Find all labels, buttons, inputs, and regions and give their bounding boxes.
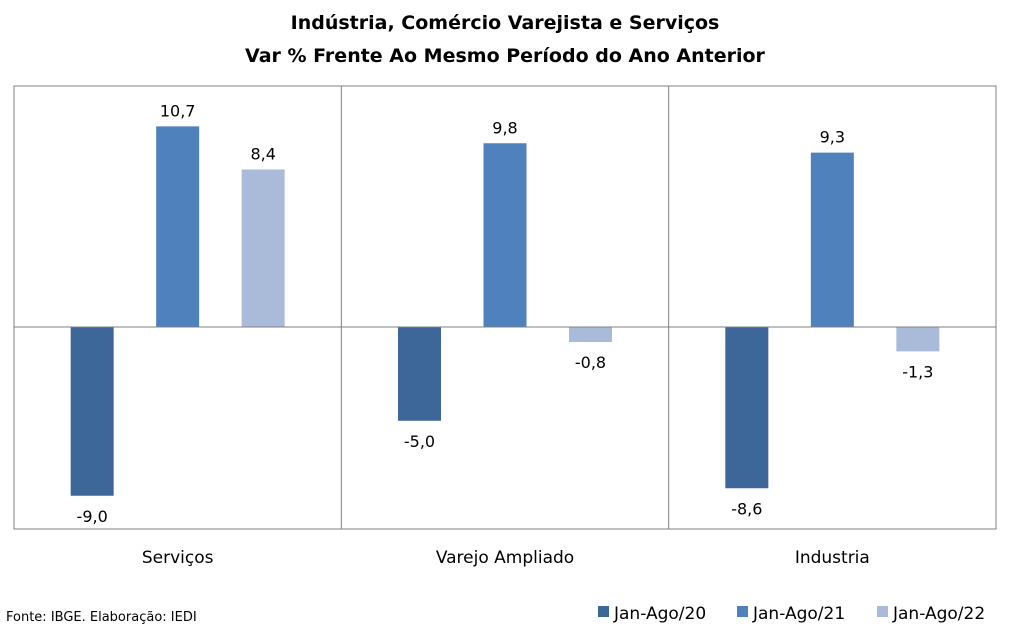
data-label: 10,7 (160, 101, 196, 120)
legend: Jan-Ago/20 Jan-Ago/21 Jan-Ago/22 (598, 604, 985, 624)
bar (483, 143, 527, 327)
category-label: Serviços (142, 548, 214, 568)
legend-item: Jan-Ago/20 (598, 604, 706, 624)
chart-title: Indústria, Comércio Varejista e Serviços (291, 12, 720, 34)
category-label: Varejo Ampliado (436, 548, 574, 568)
bar (569, 327, 612, 342)
bar (725, 327, 769, 489)
data-label: 9,3 (820, 128, 845, 147)
category-label: Industria (795, 548, 870, 568)
legend-label: Jan-Ago/21 (752, 604, 845, 624)
bar (156, 126, 200, 327)
data-label: 9,8 (492, 118, 517, 137)
data-label: -0,8 (575, 353, 606, 372)
legend-swatch (877, 606, 888, 617)
bar (398, 327, 441, 421)
legend-swatch (598, 606, 609, 617)
legend-item: Jan-Ago/22 (877, 604, 985, 624)
legend-item: Jan-Ago/21 (737, 604, 845, 624)
data-label: -8,6 (731, 499, 762, 518)
legend-label: Jan-Ago/20 (613, 604, 706, 624)
plot-frame (13, 85, 997, 530)
legend-swatch (737, 606, 748, 617)
bar (70, 327, 114, 496)
data-label: -5,0 (404, 432, 435, 451)
data-label: -9,0 (77, 507, 108, 526)
plot-area: -9,0 -5,0 -8,6 10,7 9,8 9,3 8,4 -0,8 -1,3 Serviço… (13, 85, 997, 568)
chart-subtitle: Var % Frente Ao Mesmo Período do Ano Ant… (245, 45, 766, 67)
bar (241, 169, 285, 327)
data-label: -1,3 (902, 362, 933, 381)
legend-label: Jan-Ago/22 (892, 604, 985, 624)
source-note: Fonte: IBGE. Elaboração: IEDI (6, 610, 197, 625)
bar (896, 327, 940, 352)
data-label: 8,4 (250, 145, 275, 164)
bar (810, 152, 854, 327)
